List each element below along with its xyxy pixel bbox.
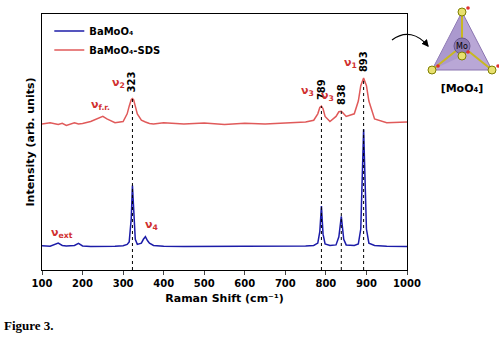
svg-text:500: 500: [194, 278, 215, 289]
svg-text:ν​1​: ν​1​: [344, 56, 357, 70]
svg-text:300: 300: [113, 278, 134, 289]
svg-text:700: 700: [275, 278, 296, 289]
svg-text:Mo: Mo: [456, 42, 468, 51]
svg-text:1000: 1000: [393, 278, 421, 289]
svg-text:893: 893: [358, 51, 369, 72]
svg-text:100: 100: [32, 278, 53, 289]
svg-text:Intensity (arb. units): Intensity (arb. units): [24, 77, 37, 206]
svg-text:323: 323: [126, 72, 137, 93]
svg-text:ν​2​: ν​2​: [112, 76, 125, 90]
svg-text:900: 900: [356, 278, 377, 289]
svg-text:ν​f.r.​: ν​f.r.​: [91, 98, 110, 112]
svg-text:BaMoO₄-SDS: BaMoO₄-SDS: [89, 45, 160, 56]
svg-text:[MoO₄]: [MoO₄]: [441, 82, 484, 95]
svg-text:200: 200: [72, 278, 93, 289]
svg-text:838: 838: [336, 84, 347, 105]
svg-text:789: 789: [316, 79, 327, 100]
svg-text:BaMoO₄: BaMoO₄: [89, 26, 133, 37]
svg-text:ν​3​: ν​3​: [321, 89, 334, 103]
svg-text:ν​4​: ν​4​: [145, 218, 158, 232]
html-text:Figure 3.: Figure 3.: [4, 318, 54, 333]
svg-text:800: 800: [315, 278, 336, 289]
svg-text:Raman Shift (cm⁻¹): Raman Shift (cm⁻¹): [165, 292, 284, 305]
svg-text:ν​3​: ν​3​: [301, 84, 314, 98]
svg-text:400: 400: [153, 278, 174, 289]
svg-text:600: 600: [234, 278, 255, 289]
svg-text:ν​ext​: ν​ext​: [51, 226, 73, 240]
